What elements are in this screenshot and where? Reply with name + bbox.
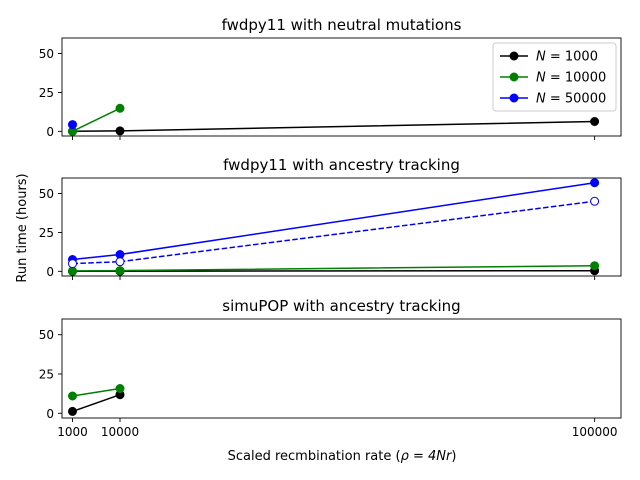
legend-label-var: N [536, 50, 546, 65]
data-point [68, 391, 77, 401]
chart-title: simuPOP with ancestry tracking [222, 297, 460, 315]
axes-frame [61, 318, 622, 419]
x-axis-label-math: ρ = 4Nr [401, 449, 453, 464]
series-2 [68, 384, 125, 401]
series-line [72, 120, 595, 133]
data-point [115, 266, 125, 276]
legend-box [492, 42, 617, 112]
x-tick-label: 10000 [101, 425, 139, 439]
x-tick-label: 1000 [57, 425, 88, 439]
y-tick-label: 0 [46, 125, 54, 139]
y-tick-label: 25 [39, 86, 54, 100]
series-4 [68, 196, 600, 269]
series-1 [68, 390, 125, 416]
legend-label-value: = 10000 [546, 71, 607, 86]
y-tick-label: 0 [46, 265, 54, 279]
legend-label-var: N [536, 71, 546, 86]
legend-marker [509, 72, 519, 82]
series-3 [68, 120, 77, 130]
chart-title: fwdpy11 with neutral mutations [222, 16, 462, 34]
y-tick-label: 25 [39, 226, 54, 240]
legend-label-value: = 1000 [546, 50, 598, 65]
data-point [115, 103, 125, 113]
data-point [115, 126, 125, 136]
data-point [68, 120, 77, 130]
legend-marker [509, 51, 519, 61]
legend-entry: N = 50000 [500, 92, 606, 107]
y-tick-label: 25 [39, 368, 54, 382]
data-point [590, 196, 600, 206]
legend-entry: N = 10000 [500, 71, 606, 86]
chart-panel-3: simuPOP with ancestry tracking 0 25 50 1000 1… [39, 297, 622, 439]
legend-label: N = 1000 [536, 50, 598, 65]
x-axis-label-text: Scaled recmbination rate ( [228, 449, 401, 464]
panels: fwdpy11 with neutral mutations02550fwdpy… [39, 16, 622, 439]
data-point [115, 257, 125, 267]
chart-panel-1: fwdpy11 with neutral mutations 0 25 50 [39, 16, 622, 140]
data-point [68, 406, 77, 416]
legend-label-value: = 50000 [546, 92, 607, 107]
chart-panel-2: fwdpy11 with ancestry tracking 0 25 50 [39, 156, 622, 280]
y-tick-label: 0 [46, 407, 54, 421]
y-tick-label: 50 [39, 47, 54, 61]
legend-entry: N = 1000 [500, 50, 598, 65]
legend-label-var: N [536, 92, 546, 107]
legend-label: N = 50000 [536, 92, 606, 107]
series-line [72, 200, 595, 265]
y-tick-label: 50 [39, 187, 54, 201]
x-tick-label: 100000 [572, 425, 618, 439]
series-line [72, 181, 595, 261]
data-point [590, 178, 600, 188]
axes-frame [61, 37, 622, 137]
series-2 [68, 261, 600, 276]
data-point [115, 384, 125, 393]
series-line [72, 107, 121, 132]
x-axis-label: Scaled recmbination rate (ρ = 4Nr) [228, 449, 457, 464]
series-line [72, 393, 121, 413]
data-point [590, 117, 600, 126]
axes-frame [61, 177, 622, 277]
series-line [72, 387, 121, 397]
y-axis-label: Run time (hours) [15, 173, 30, 282]
y-tick-label: 50 [39, 328, 54, 342]
x-axis-label-close: ) [451, 449, 456, 464]
data-point [68, 259, 77, 269]
chart-title: fwdpy11 with ancestry tracking [223, 156, 460, 174]
legend-marker [509, 93, 519, 103]
series-1 [68, 117, 600, 136]
legend-label: N = 10000 [536, 71, 606, 86]
series-3 [68, 178, 600, 264]
data-point [590, 261, 600, 271]
